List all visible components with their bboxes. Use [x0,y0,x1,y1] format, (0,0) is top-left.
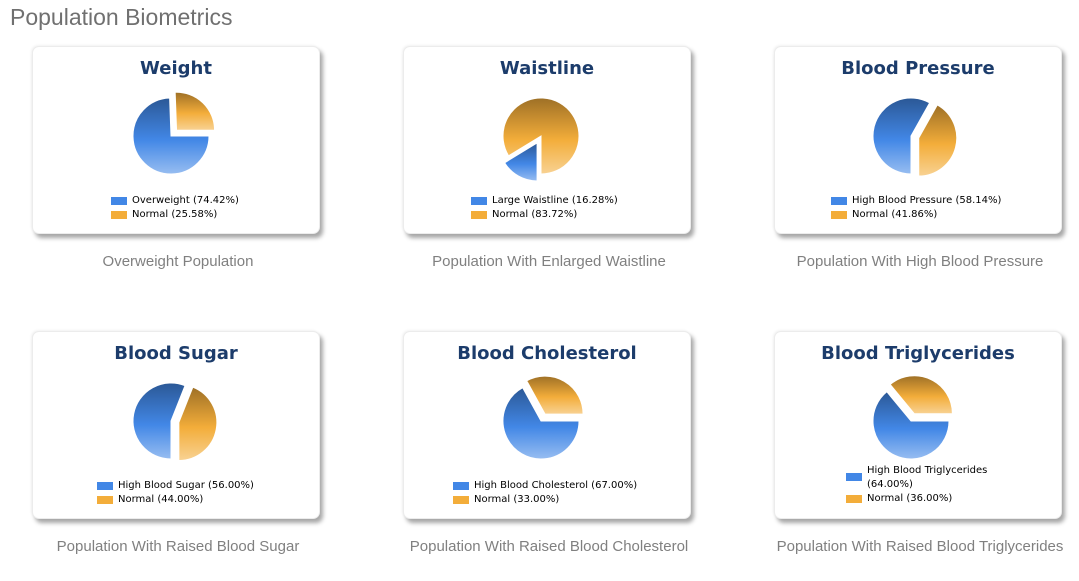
legend-swatch [453,496,469,504]
chart-card: Blood Cholesterol High Blood Cholesterol … [403,331,691,519]
legend-item: High Blood Triglycerides (64.00%) [846,464,1017,492]
chart-title: Blood Sugar [114,343,238,364]
pie-slice[interactable] [872,391,950,460]
chart-caption: Population With High Blood Pressure [796,253,1044,270]
pie-slice[interactable] [502,387,580,460]
pie-slice[interactable] [174,91,216,131]
legend-item: Normal (41.86%) [831,208,1001,222]
pie-slice[interactable] [178,386,218,461]
legend-swatch [831,197,847,205]
legend-label: Overweight (74.42%) [132,195,239,206]
legend-swatch [97,496,113,504]
legend-label: Normal (44.00%) [118,494,204,505]
legend-item: Normal (44.00%) [97,493,254,507]
chart-legend: High Blood Sugar (56.00%) Normal (44.00%) [97,479,254,507]
legend-swatch [471,211,487,219]
legend-item: Normal (36.00%) [846,492,1017,506]
legend-item: High Blood Cholesterol (67.00%) [453,479,637,493]
legend-label: High Blood Pressure (58.14%) [852,195,1002,206]
pie-chart [872,375,953,460]
chart-title: Blood Triglycerides [821,343,1015,364]
chart-legend: Large Waistline (16.28%) Normal (83.72%) [471,194,618,222]
chart-panel: Blood Pressure High Blood Pressure (58.14… [774,46,1074,296]
chart-title: Weight [140,58,212,79]
legend-label: Normal (33.00%) [474,494,560,505]
pie-slice[interactable] [132,382,186,460]
legend-swatch [111,197,127,205]
chart-legend: Overweight (74.42%) Normal (25.58%) [111,194,239,222]
legend-label: Normal (36.00%) [867,493,953,504]
legend-swatch [111,211,127,219]
legend-item: Normal (83.72%) [471,208,618,222]
legend-label: Normal (83.72%) [492,209,578,220]
legend-item: Overweight (74.42%) [111,194,239,208]
pie-slice[interactable] [918,104,958,177]
chart-card: Blood Sugar High Blood Sugar (56.00%) Norm… [32,331,320,519]
chart-title: Blood Cholesterol [457,343,637,364]
pie-chart [502,375,584,460]
legend-swatch [471,197,487,205]
chart-card: Weight Overweight (74.42%) Normal (25.58%) [32,46,320,234]
legend-item: High Blood Pressure (58.14%) [831,194,1001,208]
legend-label: High Blood Sugar (56.00%) [118,480,254,491]
legend-swatch [846,473,862,481]
chart-card: Blood Triglycerides High Blood Triglyceri… [774,331,1062,519]
chart-caption: Population With Raised Blood Sugar [56,538,300,555]
page-title: Population Biometrics [10,4,233,30]
chart-card: Waistline Large Waistline (16.28%) Normal … [403,46,691,234]
pie-chart [132,91,216,175]
legend-label: Normal (25.58%) [132,209,218,220]
chart-legend: High Blood Triglycerides (64.00%) Normal … [846,464,1017,506]
legend-item: Normal (33.00%) [453,493,637,507]
legend-swatch [831,211,847,219]
chart-panel: Blood Cholesterol High Blood Cholesterol … [403,331,703,581]
legend-item: Large Waistline (16.28%) [471,194,618,208]
chart-title: Blood Pressure [841,58,995,79]
chart-caption: Overweight Population [102,253,254,270]
chart-panel: Blood Sugar High Blood Sugar (56.00%) Norm… [32,331,332,581]
chart-legend: High Blood Cholesterol (67.00%) Normal (3… [453,479,637,507]
pie-slice[interactable] [132,97,210,175]
chart-caption: Population With Raised Blood Cholesterol [409,538,689,555]
legend-swatch [97,482,113,490]
pie-slice[interactable] [889,375,953,415]
legend-item: High Blood Sugar (56.00%) [97,479,254,493]
pie-slice[interactable] [872,97,931,175]
chart-panel: Waistline Large Waistline (16.28%) Normal … [403,46,703,296]
chart-panel: Blood Triglycerides High Blood Triglyceri… [774,331,1074,581]
legend-swatch [453,482,469,490]
legend-item: Normal (25.58%) [111,208,239,222]
chart-caption: Population With Enlarged Waistline [432,253,666,270]
chart-panel: Weight Overweight (74.42%) Normal (25.58%)… [32,46,332,296]
legend-label: High Blood Cholesterol (67.00%) [474,480,638,491]
legend-label: High Blood Triglycerides (64.00%) [867,465,988,490]
legend-label: Large Waistline (16.28%) [492,195,618,206]
pie-chart [872,97,958,177]
pie-chart [132,382,218,461]
chart-title: Waistline [499,58,595,79]
chart-legend: High Blood Pressure (58.14%) Normal (41.8… [831,194,1001,222]
chart-caption: Population With Raised Blood Triglycerid… [776,538,1064,555]
legend-label: Normal (41.86%) [852,209,938,220]
chart-card: Blood Pressure High Blood Pressure (58.14… [774,46,1062,234]
legend-swatch [846,495,862,503]
pie-slice[interactable] [503,142,538,182]
pie-chart [502,97,580,182]
pie-slice[interactable] [526,375,584,415]
pie-slice[interactable] [502,97,580,175]
